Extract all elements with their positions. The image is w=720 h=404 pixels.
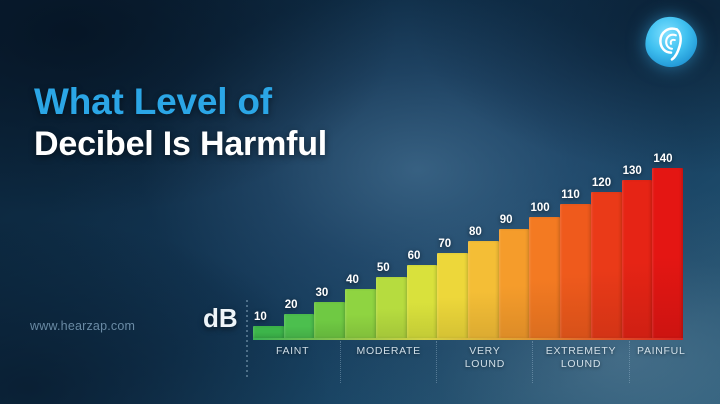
bar-slot: 20 xyxy=(283,168,315,338)
bar-group: 10 20 30 40 50 60 70 80 90 100 110 120 130 140 xyxy=(253,153,684,338)
title-line-2: Decibel Is Harmful xyxy=(34,125,328,164)
decibel-bar: 110 xyxy=(560,189,591,338)
bar-slot: 50 xyxy=(375,168,407,338)
bar-slot: 100 xyxy=(529,168,561,338)
website-watermark: www.hearzap.com xyxy=(30,319,136,333)
zone-painful: PAINFUL xyxy=(630,341,693,383)
bar-slot: 10 xyxy=(253,168,284,338)
bar-slot: 70 xyxy=(437,168,469,338)
bar-value-label: 80 xyxy=(469,225,482,238)
bar-value-label: 50 xyxy=(376,262,390,275)
bar-slot: 130 xyxy=(621,165,653,338)
decibel-bar: 20 xyxy=(283,299,315,338)
bar-slot: 80 xyxy=(468,168,499,338)
decibel-bar: 50 xyxy=(375,262,407,338)
bar-slot: 90 xyxy=(498,168,530,338)
bar-value-label: 130 xyxy=(622,165,642,178)
zone-label: MODERATE xyxy=(356,345,421,357)
bar-slot: 110 xyxy=(560,168,591,338)
axis-tick-marks xyxy=(246,300,248,380)
bar-slot: 140 xyxy=(652,153,684,338)
chart-baseline xyxy=(253,338,683,340)
db-unit-label: dB xyxy=(203,303,238,333)
zone-extremety-lound: EXTREMETY LOUND xyxy=(533,341,630,383)
decibel-bar: 120 xyxy=(590,177,622,338)
bar-value-label: 100 xyxy=(530,201,550,214)
zone-very-lound: VERY LOUND xyxy=(437,341,534,383)
decibel-bar: 40 xyxy=(345,274,376,338)
zone-label: FAINT xyxy=(275,345,310,357)
bar-value-label: 110 xyxy=(561,189,580,202)
bar-value-label: 90 xyxy=(499,213,513,226)
decibel-bar: 10 xyxy=(253,311,284,338)
bar-value-label: 60 xyxy=(407,250,421,263)
bar-slot: 60 xyxy=(406,168,438,338)
bar-slot: 40 xyxy=(345,168,376,338)
zone-faint: FAINT xyxy=(245,341,342,383)
bar-value-label: 140 xyxy=(653,153,673,165)
decibel-bar: 130 xyxy=(621,165,653,338)
page-title: What Level of Decibel Is Harmful xyxy=(34,82,327,162)
zone-label: PAINFUL xyxy=(637,345,686,357)
zone-label: VERY LOUND xyxy=(464,345,505,370)
title-line-1: What Level of xyxy=(34,81,272,122)
bar-slot: 30 xyxy=(314,168,346,338)
zone-label-row: FAINT MODERATE VERY LOUND EXTREMETY LOUND PAIN… xyxy=(245,341,693,383)
bar-value-label: 40 xyxy=(346,274,359,287)
decibel-bar: 80 xyxy=(468,226,499,338)
decibel-bar: 140 xyxy=(652,153,684,338)
hearzap-ear-logo-icon xyxy=(642,14,700,70)
zone-label: EXTREMETY LOUND xyxy=(545,345,617,370)
decibel-bar: 60 xyxy=(406,250,438,338)
decibel-bar: 100 xyxy=(529,202,561,338)
decibel-bar-chart: 10 20 30 40 50 60 70 80 90 100 110 120 130 140 xyxy=(253,153,684,338)
decibel-bar: 70 xyxy=(437,238,469,338)
bar-value-label: 20 xyxy=(284,298,298,311)
decibel-bar: 30 xyxy=(314,287,346,338)
bar-slot: 120 xyxy=(590,168,622,338)
bar-value-label: 10 xyxy=(254,310,267,323)
decibel-bar: 90 xyxy=(498,214,530,338)
bar-value-label: 30 xyxy=(315,286,329,299)
zone-moderate: MODERATE xyxy=(341,341,438,383)
bar-value-label: 120 xyxy=(591,177,612,190)
bar-value-label: 70 xyxy=(438,238,452,250)
